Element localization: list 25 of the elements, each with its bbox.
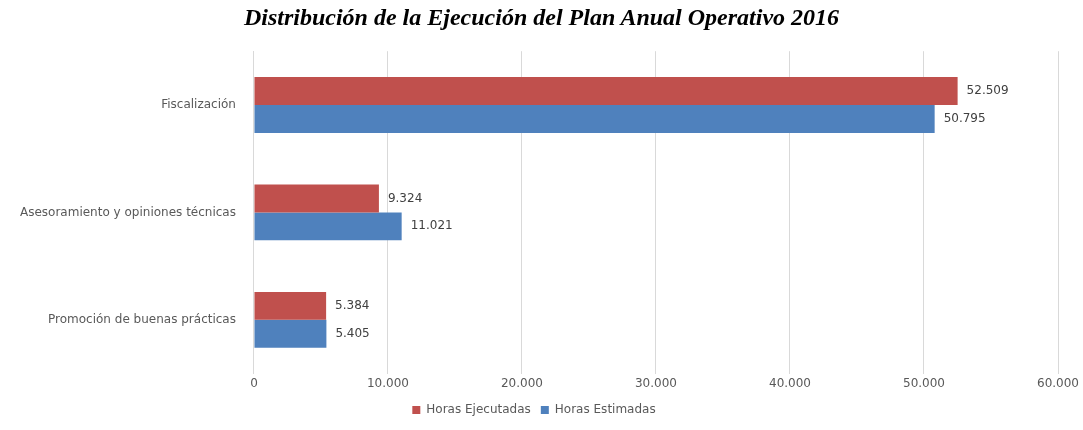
x-tick-label: 0 — [250, 375, 258, 390]
bar — [254, 104, 935, 133]
y-tick-label: Fiscalización — [161, 97, 236, 112]
x-tick-label: 60.000 — [1037, 375, 1079, 390]
data-label: 9.324 — [387, 190, 423, 205]
data-label: 52.509 — [966, 83, 1009, 98]
bar — [254, 76, 958, 105]
x-tick-label: 50.000 — [903, 375, 945, 390]
y-tick-label: Asesoramiento y opiniones técnicas — [19, 204, 236, 219]
bar — [254, 184, 379, 213]
chart-title: Distribución de la Ejecución del Plan Anual Operativo 2016 — [242, 3, 841, 32]
x-tick-label: 40.000 — [768, 375, 811, 390]
legend-label: Horas Ejecutadas — [426, 402, 531, 417]
data-label: 50.795 — [943, 111, 986, 126]
bar — [254, 319, 327, 348]
x-tick-label: 20.000 — [500, 375, 543, 390]
legend-label: Horas Estimadas — [554, 402, 656, 417]
x-tick-label: 30.000 — [634, 375, 677, 390]
data-label: 11.021 — [410, 218, 453, 233]
y-tick-label: Promoción de buenas prácticas — [48, 311, 236, 326]
bar — [254, 291, 327, 320]
bar — [254, 212, 402, 241]
data-label: 5.405 — [335, 325, 370, 340]
data-label: 5.384 — [335, 298, 370, 313]
x-tick-label: 10.000 — [366, 375, 409, 390]
